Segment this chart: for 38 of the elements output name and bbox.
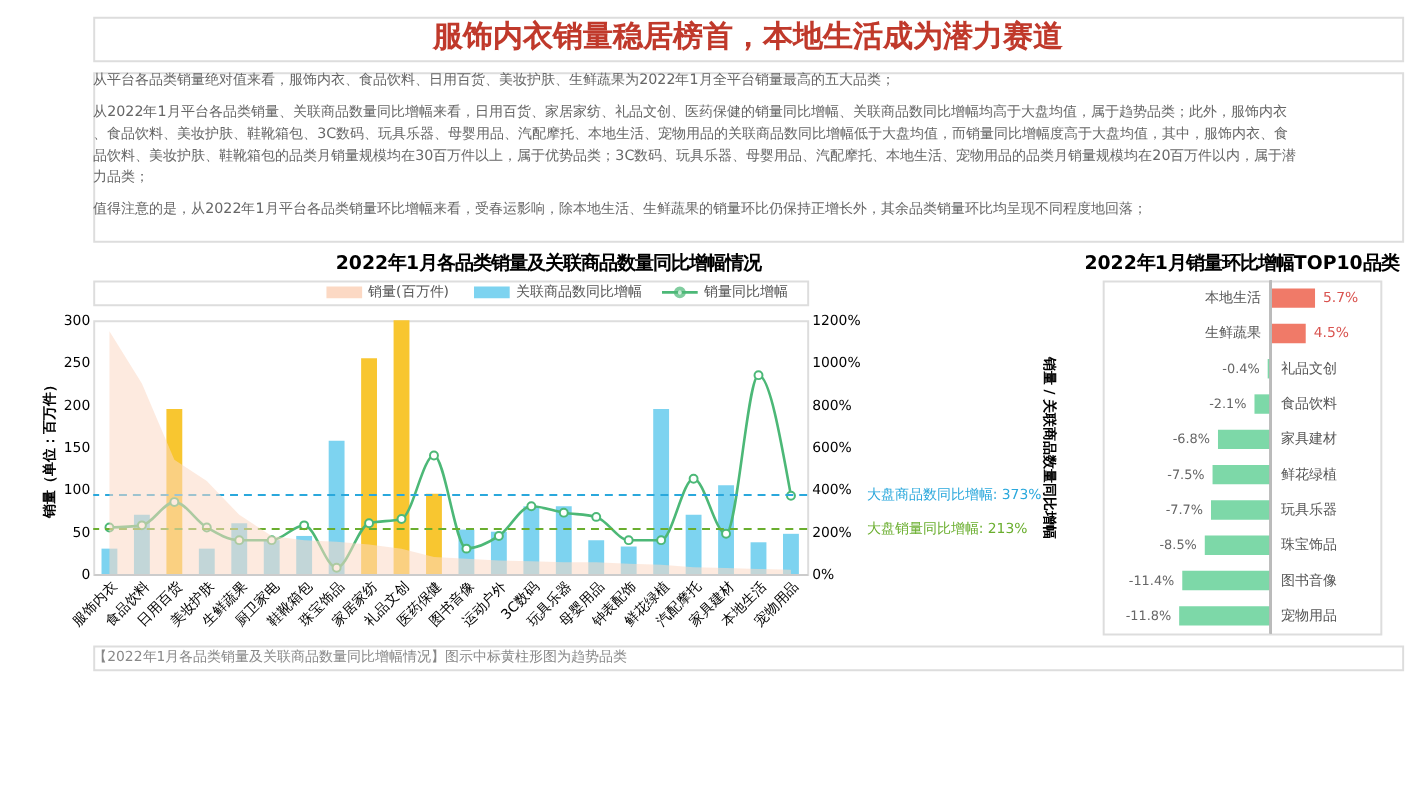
bar [685,514,702,575]
point [429,450,439,461]
point [169,497,180,508]
bar [198,548,215,575]
chart-title: 2022年1月销量环比增幅TOP10品类 [1084,252,1399,275]
bar [783,533,799,575]
chart-title: 2022年1月各品类销量及关联商品数量同比增幅情况 [335,252,764,275]
point [623,535,634,546]
bar [653,409,670,575]
bar [361,358,377,575]
bar [426,493,442,575]
point [656,535,667,546]
point [721,528,731,539]
point [396,514,407,524]
point [461,543,472,554]
bar [393,320,410,575]
bar [620,546,637,575]
point [331,562,342,573]
bar [555,506,572,575]
bar [588,540,605,575]
point [136,520,147,531]
bar [263,540,280,575]
text: 服饰内衣销量稳居榜首，本地生活成为潜力赛道 [430,18,1065,55]
point [493,530,504,541]
point [364,518,375,529]
bar [101,548,118,575]
point [234,535,245,546]
point [266,535,277,546]
point [753,370,764,381]
point [688,473,699,484]
point [591,511,602,522]
bar [523,506,540,575]
point [558,507,569,518]
bar [166,409,183,575]
bar [296,535,313,575]
bar [328,440,345,575]
bar [750,542,767,575]
point [526,501,537,512]
